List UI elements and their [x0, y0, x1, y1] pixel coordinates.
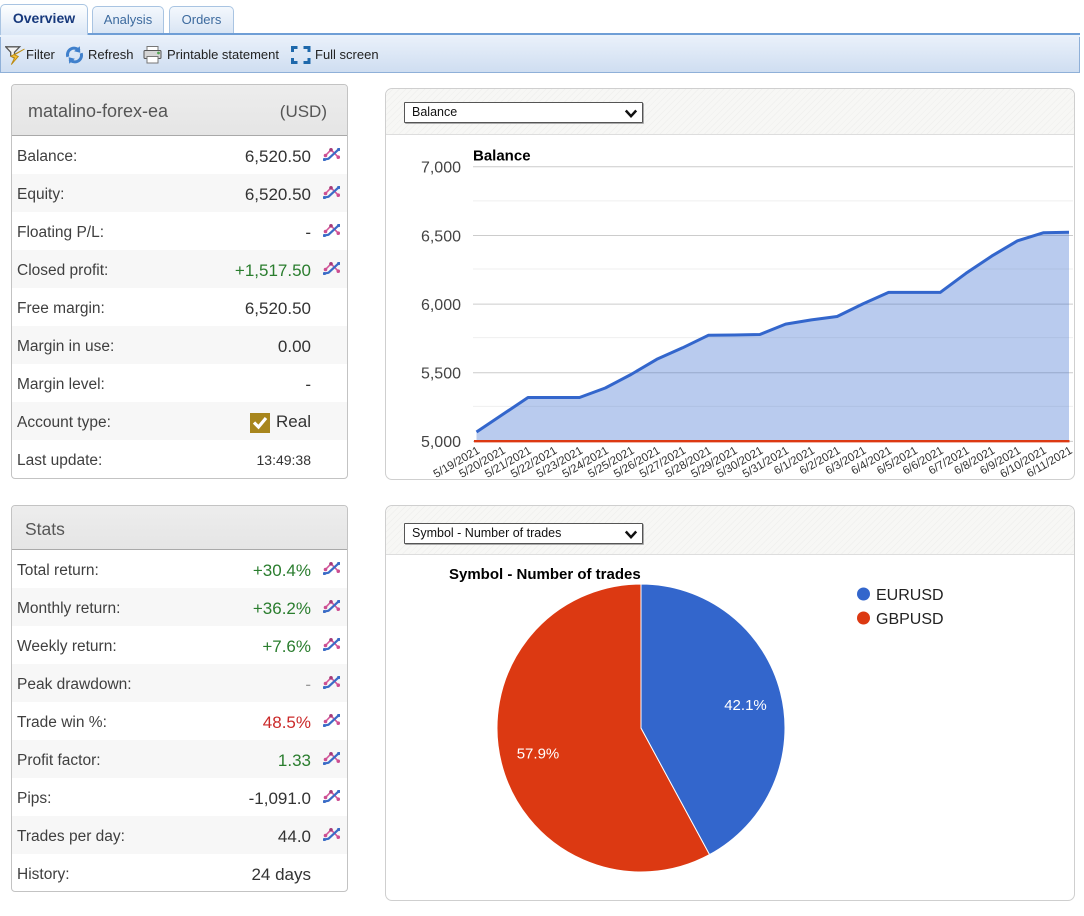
svg-text:6,000: 6,000	[421, 297, 461, 314]
svg-text:EURUSD: EURUSD	[876, 587, 944, 604]
svg-text:7,000: 7,000	[421, 160, 461, 177]
svg-text:GBPUSD: GBPUSD	[876, 611, 944, 628]
svg-text:6,500: 6,500	[421, 228, 461, 245]
svg-text:42.1%: 42.1%	[724, 697, 767, 714]
svg-text:5,000: 5,000	[421, 434, 461, 451]
svg-text:57.9%: 57.9%	[517, 746, 560, 763]
svg-text:Symbol - Number of trades: Symbol - Number of trades	[449, 566, 641, 583]
svg-text:5,500: 5,500	[421, 366, 461, 383]
svg-text:Balance: Balance	[473, 148, 531, 165]
